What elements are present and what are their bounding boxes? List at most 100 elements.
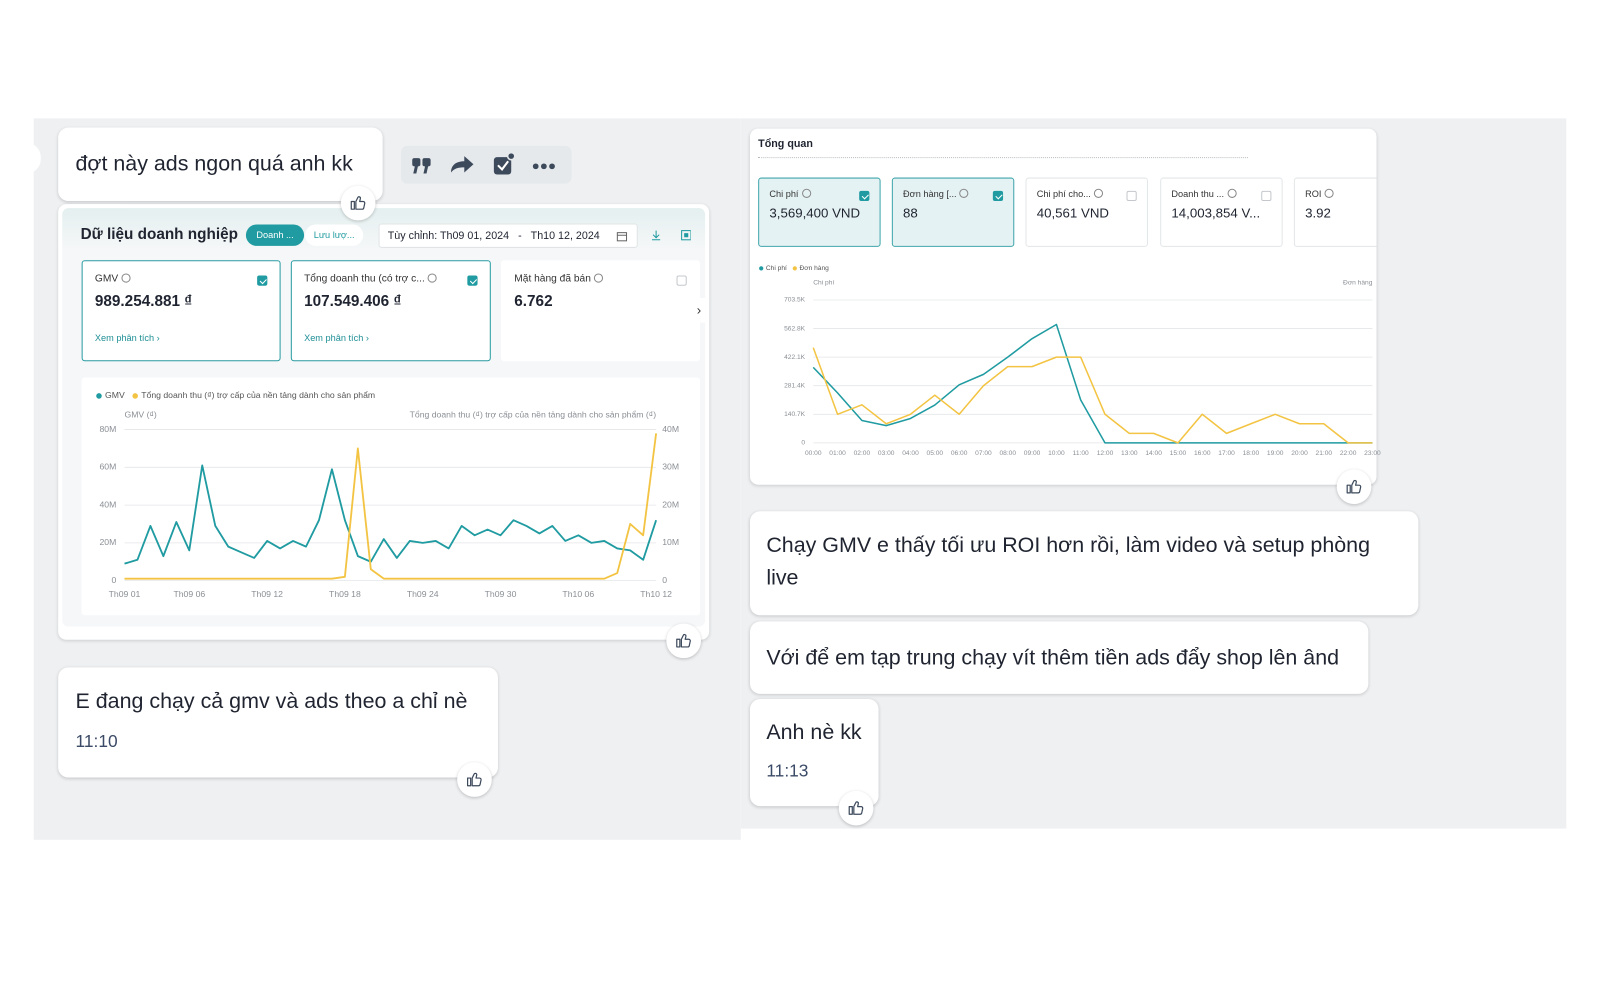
x-tick-label: 13:00 xyxy=(1121,450,1138,457)
legend-label: GMV xyxy=(105,390,125,400)
x-tick-label: Th09 12 xyxy=(251,589,283,599)
metric-value: 3.92 xyxy=(1305,205,1331,221)
metric-label: Tổng doanh thu (có trợ c... xyxy=(304,273,425,285)
x-tick-label: 15:00 xyxy=(1170,450,1187,457)
x-tick-label: 06:00 xyxy=(951,450,968,457)
date-start: Tùy chỉnh: Th09 01, 2024 xyxy=(387,229,510,242)
metric-link[interactable]: Xem phân tích › xyxy=(94,332,160,343)
x-tick-label: 08:00 xyxy=(999,450,1016,457)
metric-label: GMV xyxy=(94,273,119,285)
like-button[interactable] xyxy=(666,623,702,659)
metric-value: 3,569,400 VND xyxy=(769,205,861,221)
metric-tile[interactable]: Doanh thu ... 14,003,854 V... xyxy=(1160,177,1283,247)
message-bubble: E đang chạy cả gmv và ads theo a chỉ nè … xyxy=(58,667,498,778)
message-time: 11:13 xyxy=(766,761,809,781)
x-tick-label: 07:00 xyxy=(975,450,992,457)
image-message[interactable]: Dữ liệu doanh nghiệp Doanh ... Lưu lượ..… xyxy=(58,204,710,640)
checkbox[interactable] xyxy=(1261,190,1272,202)
checkbox[interactable] xyxy=(1126,190,1137,202)
metric-label: Doanh thu ... xyxy=(1171,188,1225,199)
metric-link[interactable]: Xem phân tích › xyxy=(304,332,369,343)
subtitle-placeholder xyxy=(758,157,1248,160)
x-tick-label: 23:00 xyxy=(1364,450,1381,457)
date-end: Th10 12, 2024 xyxy=(530,229,600,242)
x-tick-label: Th09 30 xyxy=(485,589,517,599)
scroll-arrow[interactable]: › xyxy=(690,297,708,323)
y-tick-label: 281.4K xyxy=(784,382,806,389)
y2-tick-label: 10M xyxy=(662,537,679,547)
x-tick-label: 05:00 xyxy=(927,450,944,457)
y2-axis-title: Đơn hàng xyxy=(1343,279,1373,286)
checkbox[interactable] xyxy=(257,275,268,286)
y-tick-label: 422.1K xyxy=(784,354,806,361)
metric-tile[interactable]: Chi phí 3,569,400 VND xyxy=(758,177,881,247)
like-button[interactable] xyxy=(1336,469,1372,505)
series-line xyxy=(812,347,1373,444)
checkbox[interactable] xyxy=(859,190,870,202)
tab[interactable]: Lưu lượ... xyxy=(305,224,364,246)
y-tick-label: 0 xyxy=(111,575,116,585)
message-text: Chạy GMV e thấy tối ưu ROI hơn rồi, làm … xyxy=(766,533,1371,590)
like-button[interactable] xyxy=(838,790,874,826)
y-axis-title: GMV (₫) xyxy=(124,410,156,420)
x-tick-label: 04:00 xyxy=(902,450,919,457)
message-text: Với để em tạp trung chạy vít thêm tiền a… xyxy=(766,645,1340,669)
metric-card[interactable]: Tổng doanh thu (có trợ c... 107.549.406 … xyxy=(290,260,491,362)
message-text: đợt này ads ngon quá anh kk xyxy=(75,152,353,176)
x-tick-label: 17:00 xyxy=(1218,450,1235,457)
metric-tile[interactable]: ROI 3.92 xyxy=(1293,177,1377,247)
like-button[interactable] xyxy=(340,185,376,221)
metric-value: 88 xyxy=(903,205,918,221)
metric-card[interactable]: GMV 989.254.881 ₫ Xem phân tích › xyxy=(81,260,281,362)
x-tick-label: Th09 01 xyxy=(109,589,141,599)
x-tick-label: 22:00 xyxy=(1340,450,1357,457)
y-tick-label: 562.8K xyxy=(784,325,806,332)
message-bubble: Chạy GMV e thấy tối ưu ROI hơn rồi, làm … xyxy=(749,511,1419,616)
task-icon[interactable] xyxy=(493,151,516,175)
download-icons[interactable] xyxy=(650,229,691,243)
series-line xyxy=(124,464,657,565)
x-tick-label: 21:00 xyxy=(1316,450,1333,457)
message-text: E đang chạy cả gmv và ads theo a chỉ nè xyxy=(75,689,468,714)
y2-axis-title: Tổng doanh thu (₫) trợ cấp của nền tảng … xyxy=(410,410,657,420)
legend-swatch xyxy=(759,266,764,271)
x-tick-label: 03:00 xyxy=(878,450,895,457)
x-tick-label: 18:00 xyxy=(1243,450,1260,457)
metric-value: 40,561 VND xyxy=(1036,205,1109,221)
legend-label: Tổng doanh thu (₫) trợ cấp của nền tảng … xyxy=(141,390,375,400)
y-tick-label: 20M xyxy=(99,537,116,547)
x-tick-label: 20:00 xyxy=(1291,450,1308,457)
checkbox[interactable] xyxy=(676,275,687,286)
x-tick-label: 12:00 xyxy=(1097,450,1114,457)
x-tick-label: 02:00 xyxy=(854,450,871,457)
x-tick-label: 16:00 xyxy=(1194,450,1211,457)
calendar-icon xyxy=(616,232,628,242)
toolbar-icons xyxy=(412,151,555,175)
x-tick-label: Th10 12 xyxy=(640,589,672,599)
metric-value: 6.762 xyxy=(514,292,553,311)
x-tick-label: 10:00 xyxy=(1048,450,1065,457)
x-tick-label: Th09 24 xyxy=(407,589,439,599)
message-bubble: Với để em tạp trung chạy vít thêm tiền a… xyxy=(749,621,1369,694)
metric-tile[interactable]: Chi phí cho... 40,561 VND xyxy=(1025,177,1148,247)
x-tick-label: 19:00 xyxy=(1267,450,1284,457)
more-icon[interactable] xyxy=(532,163,555,170)
section-title: Tổng quan xyxy=(758,137,813,150)
message-bubble: đợt này ads ngon quá anh kk xyxy=(58,127,383,202)
metric-card[interactable]: Mặt hàng đã bán 6.762 xyxy=(501,260,700,362)
checkbox[interactable] xyxy=(992,190,1004,202)
forward-icon[interactable] xyxy=(451,156,474,173)
tab[interactable]: Doanh ... xyxy=(245,224,305,246)
x-tick-label: Th09 06 xyxy=(173,589,205,599)
checkbox[interactable] xyxy=(467,275,478,286)
image-message[interactable]: Tổng quan Chi phí 3,569,400 VND Đơn hàng… xyxy=(749,128,1377,485)
date-picker[interactable]: Tùy chỉnh: Th09 01, 2024 - Th10 12, 2024 xyxy=(378,223,638,248)
y2-tick-label: 40M xyxy=(662,424,679,434)
quote-icon[interactable] xyxy=(412,158,431,174)
message-time: 11:10 xyxy=(75,731,118,752)
series-line xyxy=(812,323,1373,444)
metric-tile[interactable]: Đơn hàng [... 88 xyxy=(891,177,1015,247)
like-button[interactable] xyxy=(457,762,492,797)
y-tick-label: 0 xyxy=(801,440,805,447)
